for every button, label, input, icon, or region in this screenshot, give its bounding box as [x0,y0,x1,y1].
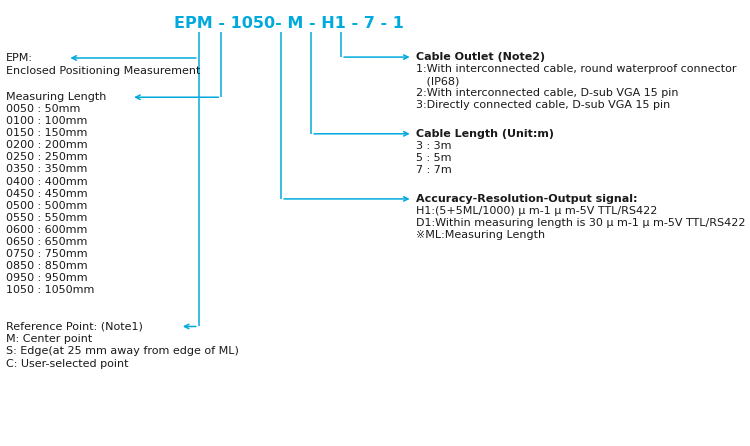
Text: Measuring Length: Measuring Length [6,92,106,102]
Text: 1050 : 1050mm: 1050 : 1050mm [6,285,94,295]
Text: 0400 : 400mm: 0400 : 400mm [6,177,88,186]
Text: M: Center point: M: Center point [6,334,92,344]
Text: 0100 : 100mm: 0100 : 100mm [6,116,87,126]
Text: 0200 : 200mm: 0200 : 200mm [6,140,88,150]
Text: (IP68): (IP68) [416,76,460,86]
Text: 3 : 3m: 3 : 3m [416,141,452,151]
Text: EPM:: EPM: [6,53,33,63]
Text: 0050 : 50mm: 0050 : 50mm [6,104,80,114]
Text: Reference Point: (Note1): Reference Point: (Note1) [6,322,142,331]
Text: 0950 : 950mm: 0950 : 950mm [6,273,88,283]
Text: 2:With interconnected cable, D-sub VGA 15 pin: 2:With interconnected cable, D-sub VGA 1… [416,88,679,98]
Text: 0350 : 350mm: 0350 : 350mm [6,165,87,174]
Text: 0600 : 600mm: 0600 : 600mm [6,225,87,235]
Text: H1:(5+5ML/1000) μ m-1 μ m-5V TTL/RS422: H1:(5+5ML/1000) μ m-1 μ m-5V TTL/RS422 [416,206,658,216]
Text: 0550 : 550mm: 0550 : 550mm [6,213,87,223]
Text: 0250 : 250mm: 0250 : 250mm [6,153,88,162]
Text: Cable Length (Unit:m): Cable Length (Unit:m) [416,129,554,139]
Text: 1:With interconnected cable, round waterproof connector: 1:With interconnected cable, round water… [416,64,736,74]
Text: EPM - 1050- M - H1 - 7 - 1: EPM - 1050- M - H1 - 7 - 1 [174,16,404,31]
Text: ※ML:Measuring Length: ※ML:Measuring Length [416,230,545,240]
Text: 7 : 7m: 7 : 7m [416,165,452,175]
Text: Accuracy-Resolution-Output signal:: Accuracy-Resolution-Output signal: [416,194,638,204]
Text: 0500 : 500mm: 0500 : 500mm [6,201,87,211]
Text: 3:Directly connected cable, D-sub VGA 15 pin: 3:Directly connected cable, D-sub VGA 15… [416,100,670,110]
Text: C: User-selected point: C: User-selected point [6,359,128,369]
Text: 0850 : 850mm: 0850 : 850mm [6,261,88,271]
Text: Cable Outlet (Note2): Cable Outlet (Note2) [416,52,545,62]
Text: 0150 : 150mm: 0150 : 150mm [6,128,87,138]
Text: 0450 : 450mm: 0450 : 450mm [6,189,88,198]
Text: D1:Within measuring length is 30 μ m-1 μ m-5V TTL/RS422: D1:Within measuring length is 30 μ m-1 μ… [416,218,746,228]
Text: 0750 : 750mm: 0750 : 750mm [6,249,88,259]
Text: 0650 : 650mm: 0650 : 650mm [6,237,87,247]
Text: 5 : 5m: 5 : 5m [416,153,452,163]
Text: Enclosed Positioning Measurement: Enclosed Positioning Measurement [6,66,200,76]
Text: S: Edge(at 25 mm away from edge of ML): S: Edge(at 25 mm away from edge of ML) [6,347,238,356]
